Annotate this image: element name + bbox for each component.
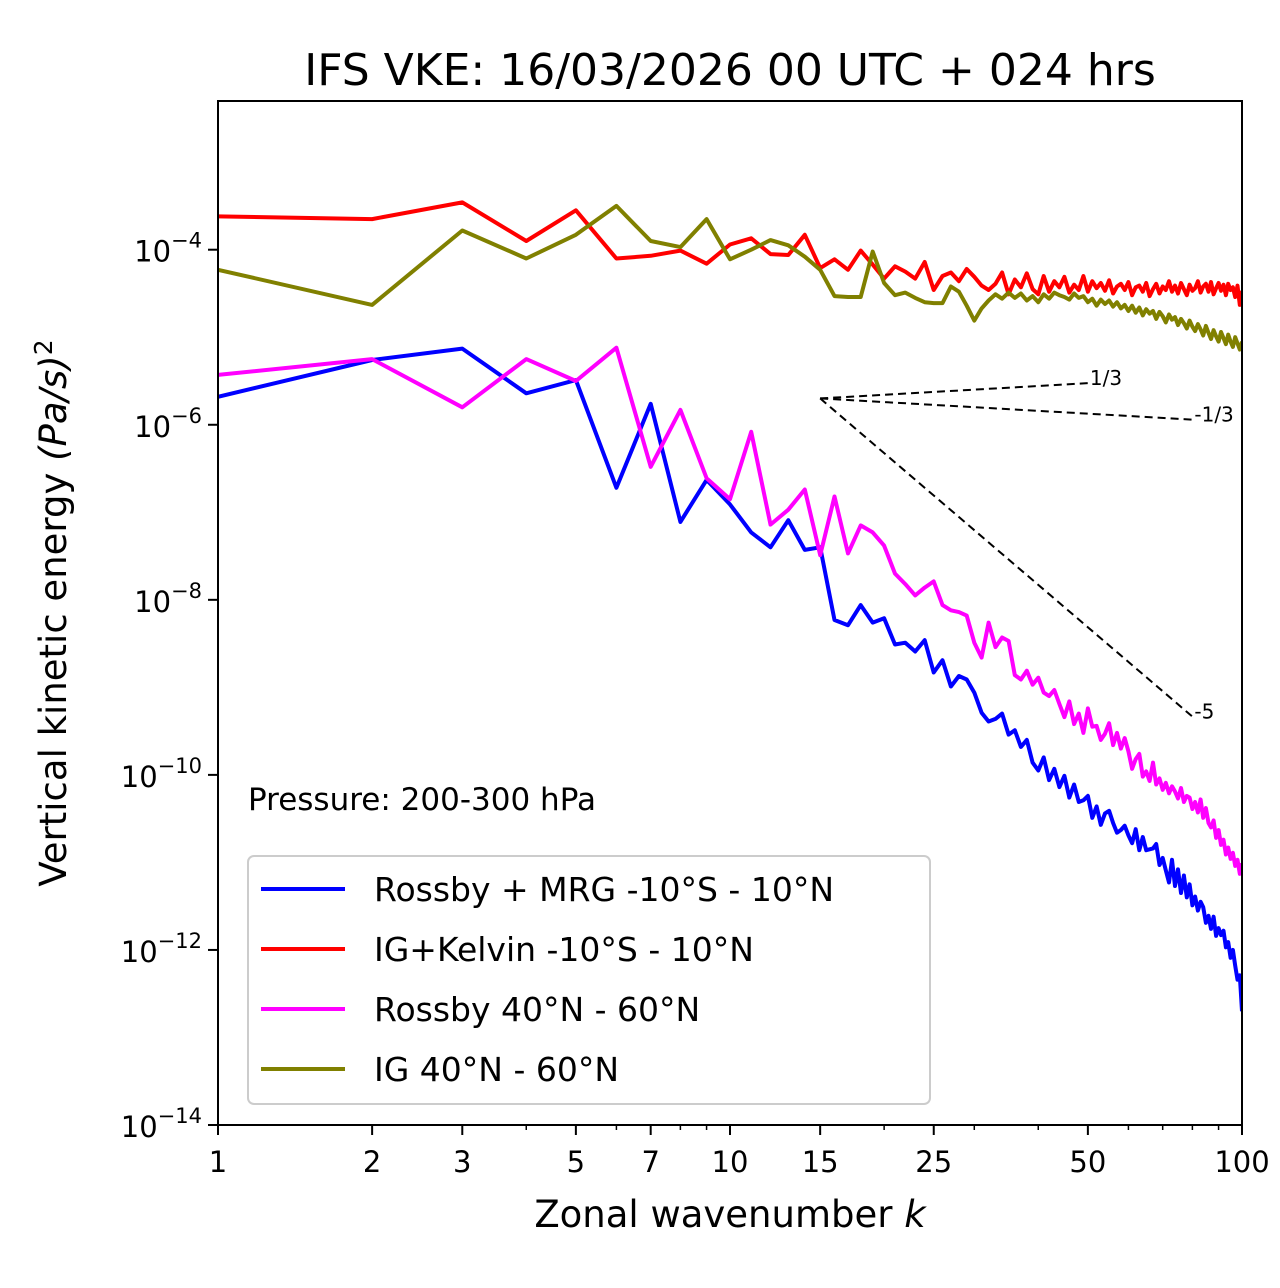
- series-line-1: [218, 200, 1242, 307]
- legend-frame: [247, 855, 931, 1105]
- y-tick-label-1: 10−6: [134, 404, 202, 444]
- x-tick-label-3: 5: [567, 1145, 585, 1179]
- x-axis: 1 2 3 5 7 10 15 25 50 100: [209, 1125, 1270, 1179]
- legend-label-2: Rossby 40°N - 60°N: [374, 990, 700, 1029]
- x-tick-label-6: 15: [802, 1145, 839, 1179]
- y-tick-label-0: 10−4: [134, 229, 202, 269]
- series-line-3: [218, 203, 1242, 352]
- x-axis-label-text: Zonal wavenumber: [534, 1193, 893, 1236]
- pressure-annotation: Pressure: 200-300 hPa: [248, 782, 596, 818]
- x-tick-label-1: 2: [363, 1145, 381, 1179]
- x-tick-label-9: 100: [1214, 1145, 1269, 1179]
- y-axis-unit: (Pa/s): [32, 355, 75, 461]
- x-tick-label-0: 1: [209, 1145, 227, 1179]
- slope-label-1: -1/3: [1194, 403, 1233, 427]
- legend-label-1: IG+Kelvin -10°S - 10°N: [374, 930, 754, 969]
- y-axis-label-text: Vertical kinetic energy: [32, 473, 75, 887]
- y-tick-label-4: 10−12: [121, 929, 202, 969]
- x-tick-label-2: 3: [453, 1145, 471, 1179]
- x-axis-label: Zonal wavenumber k: [534, 1193, 927, 1236]
- y-tick-label-2: 10−8: [134, 579, 202, 619]
- x-tick-label-4: 7: [641, 1145, 659, 1179]
- legend-label-0: Rossby + MRG -10°S - 10°N: [374, 870, 834, 909]
- slope-line-2: [819, 397, 1194, 718]
- reference-slopes: 1/3 -1/3 -5: [819, 366, 1234, 724]
- series-line-0: [218, 346, 1242, 1012]
- x-tick-label-8: 50: [1069, 1145, 1106, 1179]
- y-tick-label-5: 10−14: [121, 1104, 202, 1144]
- y-axis-unit-exponent: 2: [29, 339, 58, 355]
- slope-line-0: [820, 382, 1088, 400]
- chart-title: IFS VKE: 16/03/2026 00 UTC + 024 hrs: [304, 45, 1156, 96]
- series-line-2: [218, 345, 1242, 876]
- legend: Rossby + MRG -10°S - 10°N IG+Kelvin -10°S…: [247, 855, 931, 1105]
- series-group: [218, 200, 1242, 1012]
- x-tick-label-5: 10: [712, 1145, 749, 1179]
- y-axis-label: Vertical kinetic energy (Pa/s)2: [29, 339, 75, 886]
- slope-label-0: 1/3: [1090, 366, 1122, 390]
- y-tick-label-3: 10−10: [121, 754, 202, 794]
- legend-label-3: IG 40°N - 60°N: [374, 1050, 619, 1089]
- slope-label-2: -5: [1194, 700, 1214, 724]
- plot-area: 1/3 -1/3 -5: [217, 100, 1243, 1126]
- y-axis: 10−4 10−6 10−8 10−10 10−12 10−14: [121, 229, 218, 1144]
- x-tick-label-7: 25: [915, 1145, 952, 1179]
- x-axis-variable: k: [904, 1193, 927, 1236]
- slope-line-1: [820, 397, 1193, 421]
